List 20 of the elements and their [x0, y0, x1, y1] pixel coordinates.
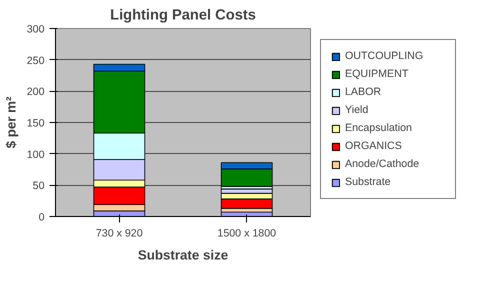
legend-label: ORGANICS [345, 140, 403, 152]
y-tick-label: 100 [26, 148, 45, 161]
legend-label: Anode/Cathode [345, 158, 420, 170]
legend-label: LABOR [345, 86, 382, 98]
y-tick-label: 0 [38, 212, 45, 224]
legend-label: Yield [345, 104, 370, 116]
legend-label: OUTCOUPLING [345, 50, 424, 62]
y-tick-label: 50 [32, 180, 45, 192]
x-tick-label: 1500 x 1800 [217, 228, 276, 240]
x-tick-label: 730 x 920 [96, 228, 143, 240]
y-tick-label: 250 [26, 54, 45, 67]
y-axis-title: $ per m² [4, 96, 19, 148]
legend-label: Substrate [345, 176, 392, 188]
legend-label: EQUIPMENT [345, 68, 410, 80]
legend-label: Encapsulation [345, 122, 413, 134]
chart-title: Lighting Panel Costs [110, 8, 256, 24]
y-tick-label: 200 [26, 86, 45, 98]
y-tick-label: 150 [26, 118, 45, 130]
x-axis-title: Substrate size [138, 248, 228, 262]
y-tick-label: 300 [26, 24, 45, 36]
